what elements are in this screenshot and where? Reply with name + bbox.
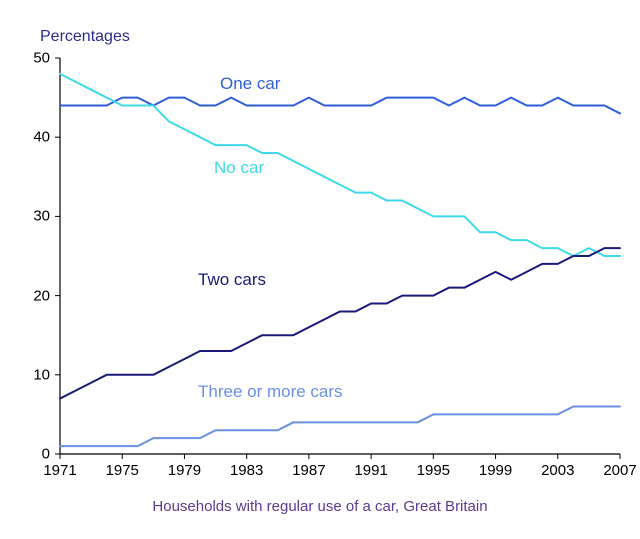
x-tick-2007: 2007: [603, 462, 636, 479]
series-label-two-cars: Two cars: [198, 270, 266, 290]
series-line-two-cars: [60, 248, 620, 398]
x-tick-1987: 1987: [292, 462, 325, 479]
y-tick-40: 40: [33, 129, 50, 146]
y-tick-30: 30: [33, 208, 50, 225]
chart-container: Percentages 0102030405019711975197919831…: [0, 0, 640, 539]
x-tick-1975: 1975: [106, 462, 139, 479]
series-label-three-or-more-cars: Three or more cars: [198, 382, 343, 402]
series-line-three-or-more-cars: [60, 406, 620, 446]
x-tick-1971: 1971: [43, 462, 76, 479]
x-tick-2003: 2003: [541, 462, 574, 479]
series-label-one-car: One car: [220, 74, 280, 94]
chart-caption: Households with regular use of a car, Gr…: [0, 498, 640, 515]
series-label-no-car: No car: [214, 158, 264, 178]
x-tick-1979: 1979: [168, 462, 201, 479]
x-tick-1995: 1995: [417, 462, 450, 479]
x-tick-1983: 1983: [230, 462, 263, 479]
x-tick-1999: 1999: [479, 462, 512, 479]
y-tick-10: 10: [33, 366, 50, 383]
y-tick-50: 50: [33, 50, 50, 67]
x-tick-1991: 1991: [354, 462, 387, 479]
y-tick-0: 0: [42, 446, 50, 463]
chart-svg: [0, 0, 640, 480]
y-tick-20: 20: [33, 287, 50, 304]
